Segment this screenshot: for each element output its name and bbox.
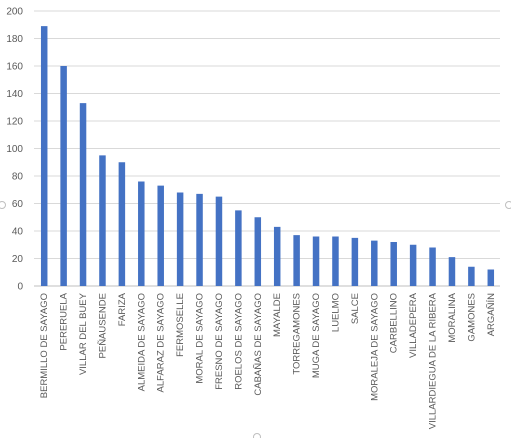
y-tick-label: 0: [17, 282, 23, 293]
bar: [448, 257, 456, 286]
resize-handle[interactable]: [253, 433, 261, 438]
x-category-label: VILLARDIEGUA DE LA RIBERA: [428, 292, 439, 429]
bar: [273, 226, 281, 286]
y-tick-label: 120: [6, 117, 23, 128]
bar: [312, 236, 320, 286]
y-tick-label: 200: [6, 7, 23, 18]
x-category-label: MORALINA: [447, 292, 458, 342]
y-tick-label: 160: [6, 62, 23, 73]
bar: [487, 269, 495, 286]
bar: [468, 266, 475, 286]
x-category-label: CABAÑAS DE SAYAGO: [253, 293, 264, 396]
y-tick-label: 80: [12, 172, 24, 183]
x-category-label: MORAL DE SAYAGO: [195, 293, 206, 384]
bar: [254, 217, 262, 286]
bar: [371, 240, 378, 286]
y-axis-tick-labels: 0 20 40 60 80 100 120 140 160 180 200: [6, 7, 23, 293]
bar: [196, 193, 203, 286]
bar: [157, 185, 164, 286]
bar: [118, 162, 126, 286]
gridlines: [34, 10, 500, 287]
x-category-label: VILLADEPERA: [408, 292, 419, 358]
bar: [429, 247, 436, 286]
x-category-label: LUELMO: [330, 293, 341, 332]
resize-handle[interactable]: [505, 201, 511, 209]
chart-resize-handles[interactable]: [0, 201, 511, 438]
y-tick-label: 60: [12, 199, 24, 210]
x-category-label: FARIZA: [117, 292, 128, 326]
bar: [176, 192, 184, 286]
bar: [235, 210, 242, 286]
bar: [332, 236, 339, 286]
y-tick-label: 100: [6, 144, 23, 155]
y-tick-label: 20: [12, 254, 24, 265]
bar: [138, 181, 145, 286]
bar: [79, 103, 87, 286]
bar: [390, 242, 397, 286]
x-category-label: VILLAR DEL BUEY: [78, 292, 89, 375]
bar: [40, 26, 48, 286]
bar: [409, 244, 417, 286]
resize-handle[interactable]: [0, 201, 6, 209]
bars: [40, 26, 495, 286]
bar: [99, 155, 106, 286]
bar: [215, 196, 223, 286]
x-category-label: FERMOSELLE: [175, 293, 186, 357]
bar: [351, 237, 359, 286]
x-category-label: TORREGAMONES: [292, 293, 303, 375]
x-category-label: ALFARAZ DE SAYAGO: [156, 293, 167, 392]
bar: [60, 66, 67, 286]
x-category-label: ARGAÑÍN: [486, 293, 497, 336]
x-category-label: BERMILLO DE SAYAGO: [39, 293, 50, 398]
x-category-label: SALCE: [350, 293, 361, 324]
x-axis-category-labels: BERMILLO DE SAYAGO PERERUELA VILLAR DEL BU…: [39, 292, 497, 429]
x-category-label: MORALEJA DE SAYAGO: [369, 293, 380, 401]
x-category-label: MUGA DE SAYAGO: [311, 293, 322, 378]
x-category-label: PERERUELA: [59, 292, 70, 350]
x-category-label: ROELOS DE SAYAGO: [233, 293, 244, 390]
x-category-label: ALMEIDA DE SAYAGO: [136, 293, 147, 391]
bar: [293, 235, 300, 286]
x-category-label: PEÑAUSENDE: [97, 293, 108, 358]
y-tick-label: 140: [6, 89, 23, 100]
x-category-label: MAYALDE: [272, 293, 283, 337]
x-category-label: CARBELLINO: [389, 293, 400, 353]
x-category-label: GAMONES: [466, 293, 477, 342]
y-tick-label: 180: [6, 34, 23, 45]
y-tick-label: 40: [12, 227, 24, 238]
x-category-label: FRESNO DE SAYAGO: [214, 293, 225, 390]
